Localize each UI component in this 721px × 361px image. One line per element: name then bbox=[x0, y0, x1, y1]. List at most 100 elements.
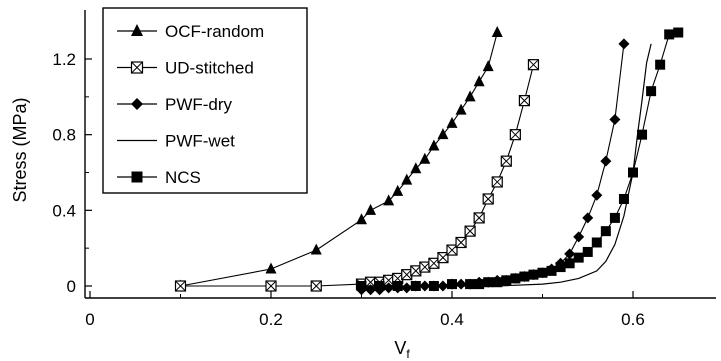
data-point bbox=[537, 267, 548, 278]
data-point bbox=[428, 257, 440, 269]
data-point bbox=[591, 189, 603, 201]
data-point bbox=[464, 225, 476, 237]
legend-label: PWF-dry bbox=[165, 95, 233, 114]
legend-label: NCS bbox=[165, 168, 201, 187]
data-point bbox=[501, 275, 512, 286]
legend-label: PWF-wet bbox=[165, 132, 235, 151]
data-point bbox=[365, 203, 377, 215]
data-point bbox=[618, 38, 630, 50]
series-layer bbox=[174, 26, 684, 296]
data-point bbox=[483, 277, 494, 288]
x-axis-title-main: V bbox=[394, 338, 406, 358]
data-point bbox=[265, 280, 277, 292]
x-tick-label: 0.2 bbox=[259, 310, 283, 329]
series-line bbox=[361, 43, 652, 287]
data-point bbox=[310, 280, 322, 292]
data-point bbox=[419, 152, 431, 164]
data-point bbox=[518, 95, 531, 107]
x-axis: 0 0.2 0.4 0.6 bbox=[85, 291, 716, 329]
data-point bbox=[673, 27, 684, 38]
marker-cross-b bbox=[428, 257, 440, 269]
data-point bbox=[646, 86, 657, 97]
data-point bbox=[464, 90, 476, 102]
data-point bbox=[356, 213, 367, 225]
data-point bbox=[628, 167, 638, 178]
legend-swatch-marker bbox=[130, 61, 144, 74]
data-point bbox=[591, 237, 602, 248]
data-point bbox=[582, 212, 594, 224]
data-point bbox=[437, 252, 449, 264]
data-point bbox=[401, 173, 413, 185]
data-point bbox=[473, 212, 485, 224]
data-point bbox=[356, 281, 367, 291]
data-point bbox=[664, 29, 675, 40]
x-axis-title-subscript: f bbox=[406, 347, 410, 361]
data-point bbox=[528, 269, 539, 280]
x-axis-title: Vf bbox=[394, 338, 410, 361]
y-axis: 0 0.4 0.8 1.2 bbox=[52, 10, 92, 298]
y-tick-label: 1.2 bbox=[52, 50, 76, 69]
legend-swatch-marker bbox=[131, 98, 143, 110]
data-point bbox=[365, 284, 377, 296]
data-point bbox=[455, 103, 467, 115]
series-ud-stitched bbox=[174, 59, 540, 292]
data-point bbox=[474, 279, 485, 290]
data-point bbox=[500, 155, 512, 167]
data-point bbox=[437, 128, 449, 140]
data-point bbox=[446, 116, 458, 128]
data-point bbox=[465, 279, 476, 290]
data-point bbox=[600, 226, 611, 237]
legend-item-ocf-random: OCF-random bbox=[117, 22, 264, 41]
data-point bbox=[573, 252, 584, 263]
marker-cross-b bbox=[383, 274, 395, 286]
data-point bbox=[600, 155, 612, 167]
marker-cross-b bbox=[265, 280, 277, 292]
data-point bbox=[455, 236, 467, 249]
data-point bbox=[310, 243, 322, 255]
marker-cross-b bbox=[464, 225, 476, 237]
legend: OCF-random UD-stitched PWF-dry PWF-wet NCS bbox=[102, 7, 308, 194]
marker-cross-b bbox=[491, 176, 503, 188]
data-point bbox=[519, 271, 530, 282]
legend-swatch-marker bbox=[131, 24, 143, 36]
data-point bbox=[174, 280, 187, 292]
legend-label: UD-stitched bbox=[165, 59, 254, 78]
series-ncs bbox=[356, 27, 684, 291]
data-point bbox=[410, 162, 422, 174]
y-tick-label: 0.4 bbox=[52, 201, 76, 220]
marker-cross-b bbox=[482, 193, 494, 205]
data-point bbox=[609, 114, 621, 126]
legend-swatch-marker bbox=[131, 171, 143, 183]
data-point bbox=[573, 231, 585, 243]
marker-cross-b bbox=[455, 237, 467, 248]
data-point bbox=[509, 129, 521, 141]
data-point bbox=[473, 75, 485, 87]
data-point bbox=[582, 246, 593, 257]
data-point bbox=[491, 26, 503, 38]
data-point bbox=[618, 193, 629, 204]
x-tick-label: 0.6 bbox=[621, 310, 645, 329]
data-point bbox=[491, 176, 503, 188]
marker-cross-b bbox=[519, 95, 530, 106]
data-point bbox=[510, 273, 521, 284]
data-point bbox=[446, 244, 458, 256]
data-point bbox=[546, 265, 557, 276]
data-point bbox=[482, 193, 494, 205]
data-point bbox=[392, 184, 404, 196]
data-point bbox=[392, 281, 403, 291]
data-point bbox=[609, 212, 620, 223]
marker-cross-b bbox=[509, 129, 521, 141]
legend-item-pwf-dry: PWF-dry bbox=[117, 95, 233, 114]
y-tick-label: 0 bbox=[67, 277, 76, 296]
marker-cross-b bbox=[310, 280, 322, 292]
data-point bbox=[655, 59, 666, 70]
data-point bbox=[447, 279, 457, 290]
data-point bbox=[564, 258, 575, 269]
marker-cross-b bbox=[473, 212, 485, 224]
data-point bbox=[492, 277, 503, 288]
data-point bbox=[555, 262, 566, 273]
data-point bbox=[265, 262, 277, 274]
marker-cross-b bbox=[401, 269, 413, 281]
data-point bbox=[428, 139, 440, 151]
